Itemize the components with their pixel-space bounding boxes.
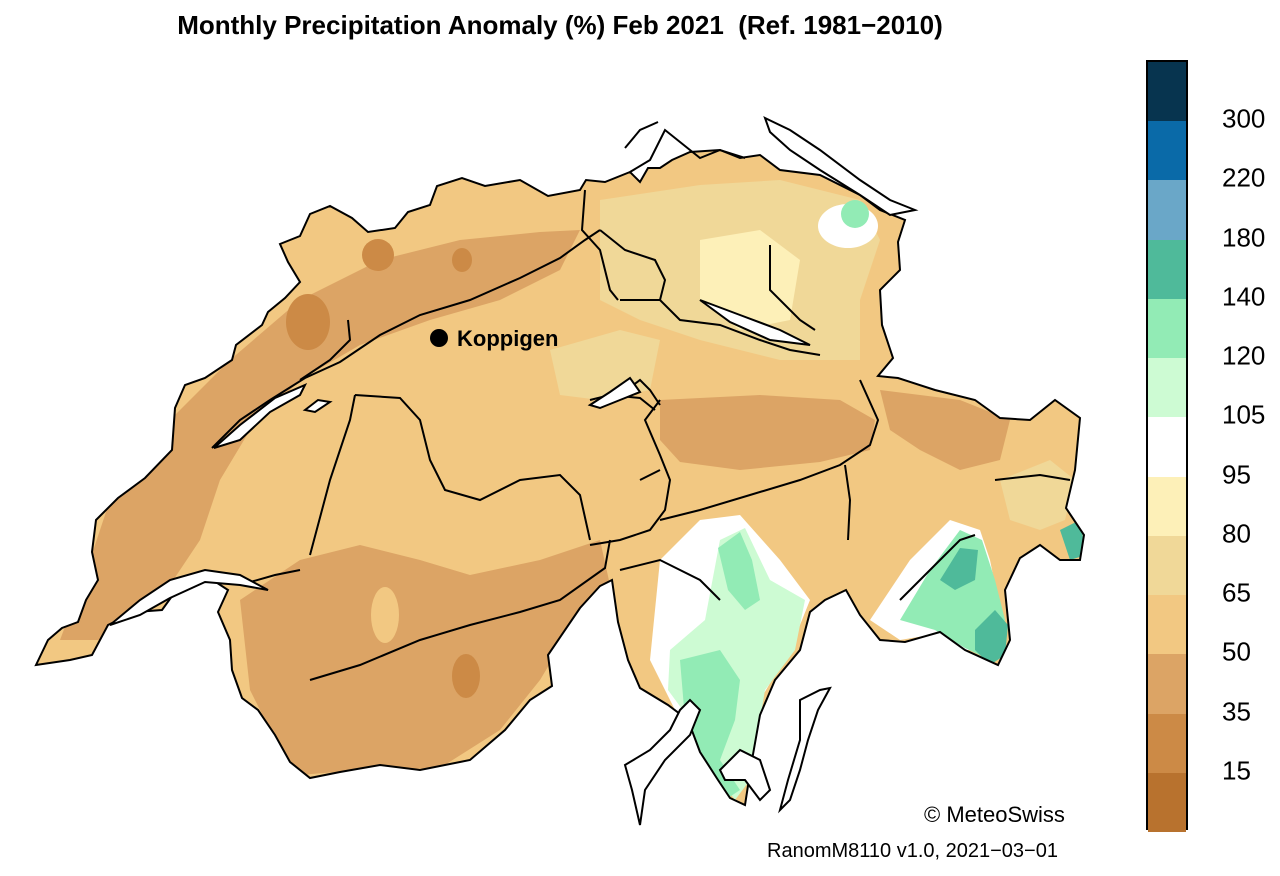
station-marker <box>430 329 448 347</box>
legend-class <box>1148 772 1186 833</box>
lake-neuchatel <box>213 382 308 449</box>
lake-lugano <box>718 748 772 802</box>
canton-borders <box>211 189 1071 681</box>
legend-tick-label: 95 <box>1222 459 1251 490</box>
map-title: Monthly Precipitation Anomaly (%) Feb 20… <box>177 10 943 40</box>
legend-tick-label: 50 <box>1222 636 1251 667</box>
anomaly-field <box>36 150 1084 805</box>
lake-biel <box>302 398 333 414</box>
legend-class <box>1148 595 1186 655</box>
legend-class <box>1148 417 1186 478</box>
color-legend <box>1146 60 1188 833</box>
version-text: RanomM8110 v1.0, 2021−03−01 <box>767 840 1058 862</box>
legend-tick-label: 120 <box>1222 340 1266 371</box>
legend-class <box>1148 654 1186 715</box>
lake-geneva <box>109 568 269 626</box>
zone-jura-core-1 <box>286 294 330 350</box>
legend-class <box>1148 62 1186 122</box>
legend-tick-label: 140 <box>1222 281 1266 312</box>
legend-tick-label: 35 <box>1222 696 1251 727</box>
legend-tick-label: 65 <box>1222 577 1251 608</box>
lake-lucerne <box>587 376 642 410</box>
rivers <box>624 121 746 173</box>
legend-class <box>1148 121 1186 181</box>
legend-tick-label: 15 <box>1222 755 1251 786</box>
copyright-text: © MeteoSwiss <box>924 802 1065 827</box>
station-label: Koppigen <box>457 326 559 351</box>
legend-class <box>1148 476 1186 537</box>
lake-como <box>778 686 832 814</box>
zone-ticino-green-2 <box>680 650 740 798</box>
zone-graubunden-dry <box>880 390 1010 470</box>
legend-tick-label: 300 <box>1222 103 1266 134</box>
zone-bergell-dark <box>940 548 978 590</box>
zone-valais-dry <box>240 540 610 775</box>
zone-ticino-green <box>718 532 760 610</box>
zone-valais-core <box>452 654 480 698</box>
lake-maggiore <box>623 698 702 826</box>
zone-north-green <box>841 200 869 228</box>
legend-class <box>1148 358 1186 418</box>
legend-class <box>1148 180 1186 241</box>
zone-valais-light <box>371 587 399 643</box>
legend-tick-label: 105 <box>1222 399 1266 430</box>
lakes <box>109 116 919 826</box>
legend-class <box>1148 535 1186 596</box>
legend-class <box>1148 713 1186 774</box>
lake-constance <box>763 116 919 217</box>
zone-jura-dry <box>60 230 580 640</box>
zone-jura-core-3 <box>452 248 472 272</box>
legend-class <box>1148 239 1186 300</box>
precipitation-map <box>35 116 1085 826</box>
zone-northeast-lighter <box>700 230 800 330</box>
legend-class <box>1148 298 1186 359</box>
zone-jura-core-2 <box>362 239 394 271</box>
zone-poschiavo-dark <box>975 610 1008 665</box>
legend-tick-label: 220 <box>1222 162 1266 193</box>
legend-tick-label: 80 <box>1222 518 1251 549</box>
lake-zurich <box>699 299 811 346</box>
legend-tick-label: 180 <box>1222 222 1266 253</box>
zone-central-dry <box>660 395 875 470</box>
